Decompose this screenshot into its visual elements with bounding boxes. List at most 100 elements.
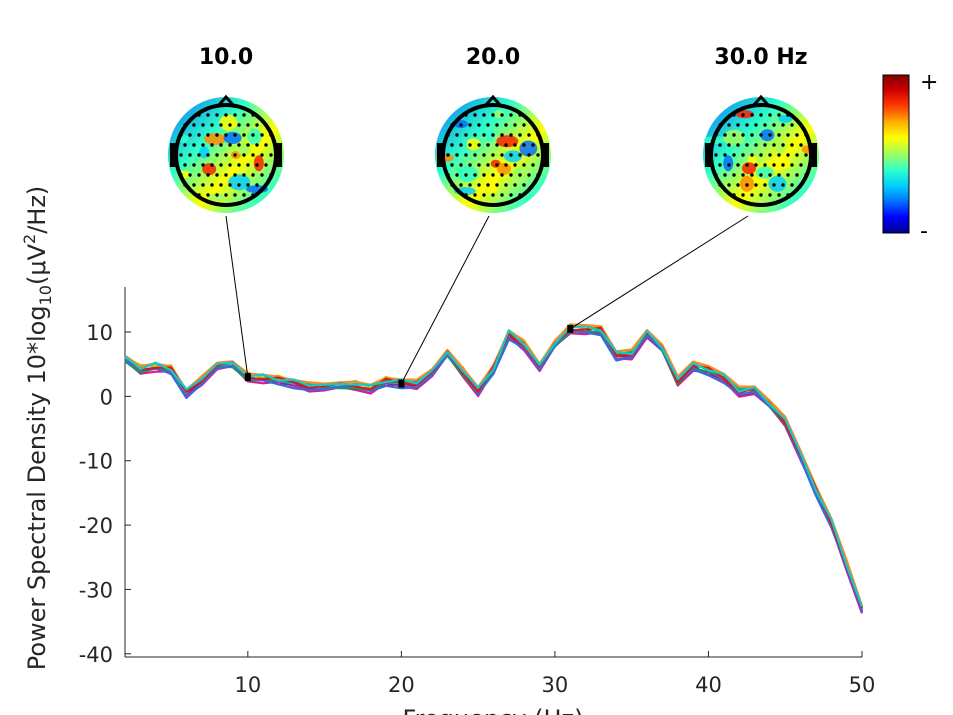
electrode-dot xyxy=(531,163,535,167)
electrode-dot xyxy=(522,163,526,167)
electrode-dot xyxy=(804,173,808,177)
electrode-dot xyxy=(233,113,237,117)
electrode-dot xyxy=(491,173,495,177)
electrode-dot xyxy=(273,143,277,147)
electrode-dot xyxy=(777,113,781,117)
electrode-dot xyxy=(210,143,214,147)
electrode-dot xyxy=(183,143,187,147)
electrode-dot xyxy=(754,163,758,167)
nose-icon xyxy=(483,94,503,107)
electrode-dot xyxy=(795,173,799,177)
electrode-dot xyxy=(486,143,490,147)
electrode-dot xyxy=(513,123,517,127)
electrode-dot xyxy=(233,153,237,157)
electrode-dot xyxy=(763,183,767,187)
electrode-dot xyxy=(754,183,758,187)
topo-blob xyxy=(253,155,264,172)
topo-connector-line xyxy=(225,215,249,378)
topoplots xyxy=(168,94,819,213)
electrode-dot xyxy=(473,173,477,177)
electrode-dot xyxy=(246,163,250,167)
electrode-dot xyxy=(473,113,477,117)
electrode-dot xyxy=(464,173,468,177)
electrode-dot xyxy=(464,153,468,157)
electrode-dot xyxy=(518,173,522,177)
electrode-dot xyxy=(215,133,219,137)
topo-connector-line xyxy=(570,215,749,330)
electrode-dot xyxy=(495,163,499,167)
electrode-dot xyxy=(718,183,722,187)
electrode-dot xyxy=(714,153,718,157)
electrode-dot xyxy=(777,153,781,157)
electrode-dot xyxy=(723,153,727,157)
electrode-dot xyxy=(215,113,219,117)
y-axis-label-prefix: Power Spectral Density 10*log xyxy=(23,305,51,670)
electrode-dot xyxy=(192,123,196,127)
electrode-dot xyxy=(255,183,259,187)
electrode-dot xyxy=(446,133,450,137)
electrode-dot xyxy=(251,173,255,177)
electrode-dot xyxy=(491,153,495,157)
electrode-dot xyxy=(450,143,454,147)
y-axis-label-suffix: /Hz) xyxy=(23,186,51,234)
electrode-dot xyxy=(224,133,228,137)
topo-blob xyxy=(485,129,495,142)
electrode-dot xyxy=(192,183,196,187)
electrode-dot xyxy=(714,173,718,177)
electrode-dot xyxy=(732,153,736,157)
electrode-dot xyxy=(206,173,210,177)
topo-blob xyxy=(247,128,262,145)
electrode-dot xyxy=(188,153,192,157)
electrode-dot xyxy=(246,143,250,147)
electrode-dot xyxy=(777,173,781,177)
electrode-dot xyxy=(188,133,192,137)
electrode-dot xyxy=(482,193,486,197)
topo-frequency-marker xyxy=(567,324,574,333)
electrode-dot xyxy=(509,173,513,177)
electrode-dot xyxy=(228,183,232,187)
electrode-dot xyxy=(790,123,794,127)
electrode-dot xyxy=(251,153,255,157)
electrode-dot xyxy=(468,183,472,187)
electrode-dot xyxy=(741,153,745,157)
electrode-dot xyxy=(495,183,499,187)
electrode-dot xyxy=(540,143,544,147)
y-tick-label: -10 xyxy=(79,450,113,474)
topo-blob xyxy=(760,129,775,142)
electrode-dot xyxy=(495,123,499,127)
topo-blob xyxy=(496,135,519,148)
electrode-dot xyxy=(206,113,210,117)
topo-blob xyxy=(228,174,251,191)
electrode-dot xyxy=(482,173,486,177)
electrode-dot xyxy=(455,133,459,137)
electrode-dot xyxy=(237,143,241,147)
topo-blob xyxy=(219,114,238,131)
electrode-dot xyxy=(509,153,513,157)
electrode-dot xyxy=(786,193,790,197)
electrode-dot xyxy=(233,193,237,197)
electrode-dot xyxy=(727,163,731,167)
electrode-dot xyxy=(224,153,228,157)
y-tick-label: 10 xyxy=(86,321,113,345)
electrode-dot xyxy=(808,163,812,167)
electrode-dot xyxy=(522,183,526,187)
topo-blob xyxy=(742,162,756,175)
electrode-dot xyxy=(477,143,481,147)
left-ear-icon xyxy=(437,143,443,167)
electrode-dot xyxy=(768,153,772,157)
psd-channel-line xyxy=(124,328,864,612)
topo-connector-line xyxy=(400,215,490,384)
topo-blob xyxy=(207,193,226,202)
electrode-dot xyxy=(536,133,540,137)
electrode-dot xyxy=(522,143,526,147)
electrode-dot xyxy=(459,183,463,187)
electrode-dot xyxy=(763,143,767,147)
electrode-dot xyxy=(527,173,531,177)
electrode-dot xyxy=(786,113,790,117)
electrode-dot xyxy=(486,123,490,127)
electrode-dot xyxy=(745,163,749,167)
right-ear-icon xyxy=(811,143,817,167)
electrode-dot xyxy=(215,173,219,177)
electrode-dot xyxy=(527,133,531,137)
electrode-dot xyxy=(759,173,763,177)
